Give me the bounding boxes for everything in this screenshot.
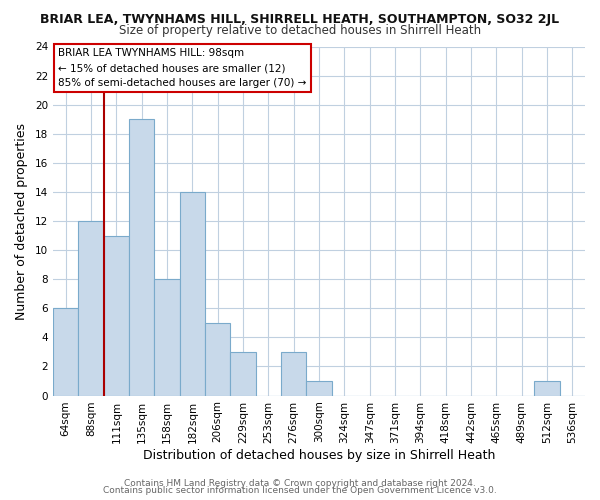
Bar bbox=[129, 119, 154, 396]
Bar bbox=[180, 192, 205, 396]
Text: BRIAR LEA TWYNHAMS HILL: 98sqm
← 15% of detached houses are smaller (12)
85% of : BRIAR LEA TWYNHAMS HILL: 98sqm ← 15% of … bbox=[58, 48, 307, 88]
Bar bbox=[281, 352, 307, 396]
Text: Size of property relative to detached houses in Shirrell Heath: Size of property relative to detached ho… bbox=[119, 24, 481, 37]
Bar bbox=[104, 236, 129, 396]
Text: Contains public sector information licensed under the Open Government Licence v3: Contains public sector information licen… bbox=[103, 486, 497, 495]
Text: BRIAR LEA, TWYNHAMS HILL, SHIRRELL HEATH, SOUTHAMPTON, SO32 2JL: BRIAR LEA, TWYNHAMS HILL, SHIRRELL HEATH… bbox=[40, 12, 560, 26]
Bar bbox=[79, 221, 104, 396]
Text: Contains HM Land Registry data © Crown copyright and database right 2024.: Contains HM Land Registry data © Crown c… bbox=[124, 478, 476, 488]
Bar bbox=[307, 381, 332, 396]
Bar bbox=[53, 308, 79, 396]
X-axis label: Distribution of detached houses by size in Shirrell Heath: Distribution of detached houses by size … bbox=[143, 450, 495, 462]
Bar bbox=[230, 352, 256, 396]
Bar bbox=[535, 381, 560, 396]
Y-axis label: Number of detached properties: Number of detached properties bbox=[15, 122, 28, 320]
Bar bbox=[205, 323, 230, 396]
Bar bbox=[154, 279, 180, 396]
